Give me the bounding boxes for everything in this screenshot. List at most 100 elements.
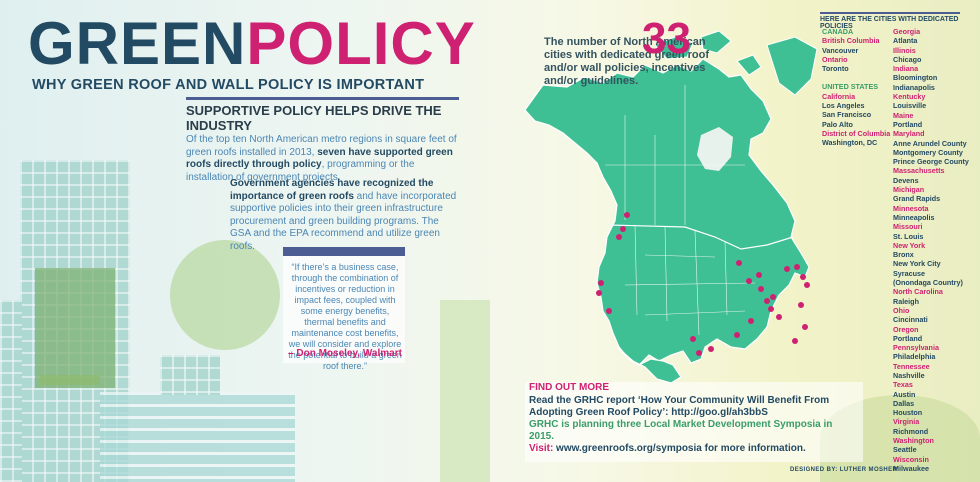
page-subtitle: WHY GREEN ROOF AND WALL POLICY IS IMPORT… [32, 77, 425, 93]
city-name: Montgomery County [893, 147, 963, 157]
background-building [440, 300, 490, 482]
us-canada-border [608, 224, 794, 250]
quote-card [283, 247, 405, 363]
city-marker [596, 290, 602, 296]
north-america-map [524, 30, 818, 384]
city-name: New York City [893, 259, 941, 269]
city-name: Devens [893, 175, 919, 185]
section-heading: SUPPORTIVE POLICY HELPS DRIVE THE INDUST… [186, 97, 459, 133]
city-name: Anne Arundel County [893, 138, 967, 148]
background-building [100, 392, 295, 482]
city-marker [746, 278, 752, 284]
hudson-bay [697, 127, 733, 171]
state-name: Minnesota [893, 203, 929, 213]
city-marker [792, 338, 798, 344]
city-marker [598, 280, 604, 286]
city-name: Los Angeles [822, 101, 865, 111]
green-roof [40, 375, 100, 385]
city-marker [794, 264, 800, 270]
state-name: Georgia [893, 27, 921, 36]
background-building [160, 355, 220, 395]
state-name: Missouri [893, 222, 923, 232]
canada-label: CANADA [822, 27, 854, 36]
city-marker [768, 306, 774, 312]
visit-line[interactable]: Visit: www.greenroofs.org/symposia for m… [529, 443, 859, 455]
report-link-text[interactable]: Read the GRHC report ‘How Your Community… [529, 395, 830, 418]
state-name: California [822, 91, 856, 101]
visit-label: Visit: [529, 443, 554, 454]
city-name: Prince George County [893, 157, 969, 167]
stat-description: The number of North American cities with… [544, 36, 710, 87]
city-name: Washington, DC [822, 138, 878, 148]
state-name: Texas [893, 380, 913, 390]
background-building [0, 300, 22, 482]
city-name: Minneapolis [893, 212, 935, 222]
city-marker [798, 302, 804, 308]
tree-icon [170, 240, 280, 350]
city-name: Richmond [893, 426, 929, 436]
city-marker [748, 318, 754, 324]
state-name: Illinois [893, 45, 916, 55]
state-name: Oregon [893, 324, 919, 334]
city-marker [690, 336, 696, 342]
state-lines [605, 85, 756, 336]
city-name: Seattle [893, 445, 917, 455]
city-name: Houston [893, 408, 923, 418]
state-name: Massachusetts [893, 166, 945, 176]
quote-author: – Don Moseley, Walmart [288, 348, 402, 359]
city-name: St. Louis [893, 231, 924, 241]
quote-text: “If there’s a business case, through the… [288, 262, 402, 371]
state-name: Pennsylvania [893, 343, 939, 353]
state-name: Tennessee [893, 361, 930, 371]
symposia-text: GRHC is planning three Local Market Deve… [529, 419, 833, 442]
section-paragraph-1: Of the top ten North American metro regi… [186, 134, 461, 184]
state-name: New York [893, 240, 926, 250]
city-marker [776, 314, 782, 320]
city-name: Bloomington [893, 73, 938, 83]
para1-emphasis: seven have supported green roofs directl… [186, 146, 453, 171]
city-marker [606, 308, 612, 314]
city-name: Louisville [893, 101, 927, 111]
city-marker [734, 332, 740, 338]
city-name: Chicago [893, 54, 922, 64]
city-marker [620, 226, 626, 232]
state-name: Wisconsin [893, 454, 929, 464]
city-list-right: Georgia Atlanta Illinois Chicago Indiana Bloo… [893, 27, 980, 473]
city-name: Philadelphia [893, 352, 936, 362]
para2-emphasis: Government agencies have recognized the … [230, 178, 434, 202]
designer-credit: DESIGNED BY: LUTHER MOSHER [790, 467, 898, 473]
para1-text-end: , programming or the installation of gov… [186, 159, 415, 183]
city-marker [696, 350, 702, 356]
city-list-left: CANADA British Columbia Vancouver Ontario T… [822, 27, 902, 148]
state-name: Virginia [893, 417, 920, 427]
title-green-word: GREEN [28, 10, 247, 77]
city-marker [616, 234, 622, 240]
city-name: Toronto [822, 64, 849, 74]
city-name: Portland [893, 333, 923, 343]
arctic-islands [654, 30, 762, 76]
city-name: Dallas [893, 398, 915, 408]
city-marker [758, 286, 764, 292]
page-title: GREENPOLICY [28, 14, 476, 74]
city-name: San Francisco [822, 110, 872, 120]
city-marker [624, 212, 630, 218]
city-marker [770, 294, 776, 300]
title-policy-word: POLICY [246, 10, 476, 77]
city-marker [784, 266, 790, 272]
city-marker [736, 260, 742, 266]
city-name: Milwaukee [893, 463, 929, 473]
city-name: Bronx [893, 250, 914, 260]
state-name: Michigan [893, 185, 925, 195]
city-name: Grand Rapids [893, 194, 941, 204]
state-name: Maine [893, 110, 914, 120]
city-marker [756, 272, 762, 278]
quote-bar [283, 247, 405, 256]
visit-url[interactable]: www.greenroofs.org/symposia for more inf… [553, 443, 806, 454]
us-label: UNITED STATES [822, 82, 879, 92]
city-name: Palo Alto [822, 119, 853, 129]
north-america-landmass [524, 58, 810, 366]
city-name: Austin [893, 389, 916, 399]
state-name: District of Columbia [822, 128, 891, 138]
state-name: Washington [893, 436, 934, 446]
city-marker [800, 274, 806, 280]
